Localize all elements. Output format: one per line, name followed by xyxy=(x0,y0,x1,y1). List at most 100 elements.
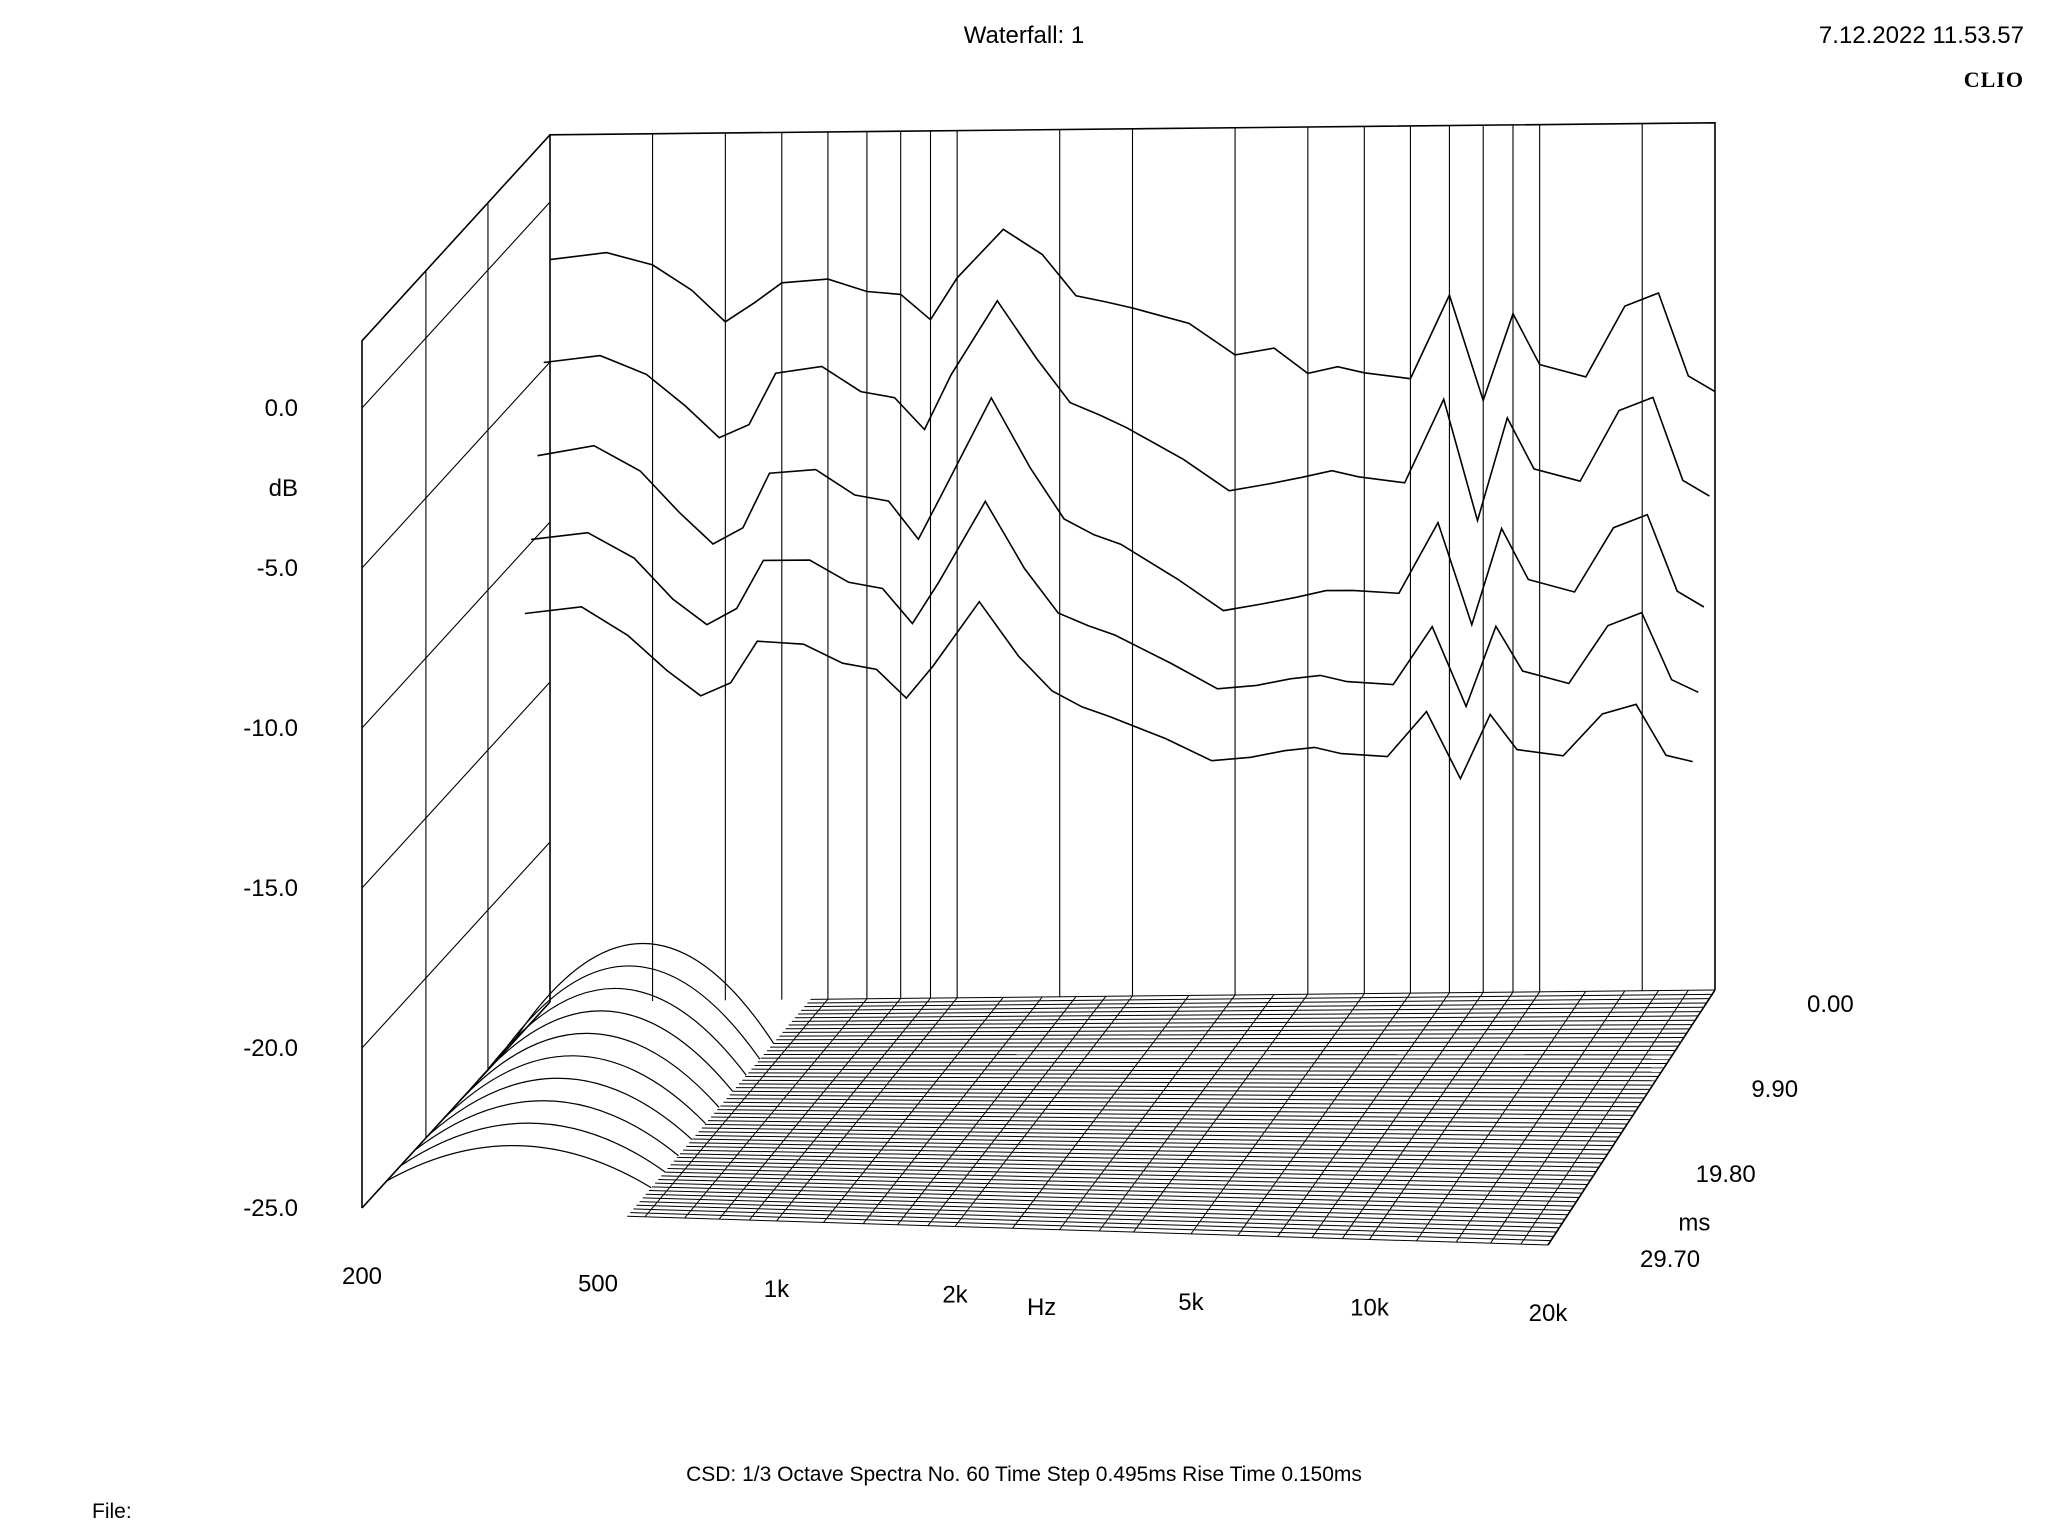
floor-time-line xyxy=(670,1164,1588,1185)
floor-time-line xyxy=(801,1002,1707,1011)
floor-time-line xyxy=(692,1138,1608,1155)
floor-time-line xyxy=(754,1065,1665,1069)
file-label: File: xyxy=(92,1500,132,1523)
floor-frequency-line xyxy=(718,998,902,1220)
z-axis-title: ms xyxy=(1678,1210,1710,1237)
decay-arc xyxy=(414,1100,679,1157)
x-tick-label: 1k xyxy=(764,1276,790,1303)
floor-time-line xyxy=(639,1201,1560,1229)
y-axis-title: dB xyxy=(269,475,298,502)
time-floor-grid xyxy=(627,989,1716,1246)
floor-frequency-line xyxy=(1133,993,1309,1233)
spectrum-curve xyxy=(537,396,1705,628)
y-tick-label: 0.0 xyxy=(265,395,298,422)
floor-time-line xyxy=(760,1057,1670,1060)
floor-time-line xyxy=(664,1171,1582,1194)
y-tick-label: -25.0 xyxy=(243,1195,298,1222)
plot-grid xyxy=(361,121,1716,1209)
floor-time-line xyxy=(810,989,1716,1000)
floor-frequency-line xyxy=(1520,989,1689,1245)
floor-time-line xyxy=(636,1204,1557,1233)
spectrum-curve xyxy=(543,299,1710,524)
floor-frequency-line xyxy=(1012,995,1190,1229)
z-tick-label: 19.80 xyxy=(1696,1161,1756,1188)
floor-time-line xyxy=(698,1131,1614,1147)
floor-time-line xyxy=(773,1041,1682,1044)
floor-frequency-line xyxy=(1341,991,1514,1239)
floor-time-line xyxy=(785,1024,1693,1030)
floor-frequency-line xyxy=(684,998,868,1219)
floor-frequency-line xyxy=(1237,992,1411,1236)
timestamp: 7.12.2022 11.53.57 xyxy=(1818,22,2024,49)
floor-time-line xyxy=(804,998,1710,1008)
floor-time-line xyxy=(630,1212,1551,1242)
floor-time-line xyxy=(807,993,1713,1004)
floor-time-line xyxy=(788,1019,1696,1026)
z-tick-label: 0.00 xyxy=(1807,991,1854,1018)
floor-time-line xyxy=(658,1179,1577,1203)
x-tick-label: 500 xyxy=(578,1270,618,1297)
x-tick-label: 200 xyxy=(342,1263,382,1290)
floor-frequency-line xyxy=(1277,992,1450,1237)
side-wall-gridline xyxy=(361,521,551,729)
spectrum-curve xyxy=(531,499,1699,709)
x-tick-label: 5k xyxy=(1178,1289,1204,1316)
floor-time-line xyxy=(701,1127,1616,1142)
floor-time-line xyxy=(770,1045,1679,1048)
right-floor-edge xyxy=(1547,989,1716,1246)
floor-frequency-line xyxy=(862,996,1043,1224)
floor-frequency-line xyxy=(1455,990,1626,1243)
measurement-settings: CSD: 1/3 Octave Spectra No. 60 Time Step… xyxy=(686,1463,1362,1486)
floor-frequency-line xyxy=(1369,991,1541,1240)
floor-time-line xyxy=(723,1101,1636,1112)
floor-frequency-line xyxy=(1190,993,1365,1235)
x-tick-label: 10k xyxy=(1350,1294,1390,1321)
floor-time-line xyxy=(726,1098,1639,1108)
floor-time-line xyxy=(757,1061,1667,1064)
y-tick-label: -5.0 xyxy=(257,555,298,582)
brand-logo: CLIO xyxy=(1963,67,2024,92)
floor-time-line xyxy=(679,1153,1597,1173)
decay-arc xyxy=(386,1145,652,1189)
spectrum-curve xyxy=(524,600,1693,781)
floor-time-line xyxy=(732,1090,1645,1099)
decay-arc xyxy=(497,965,761,1060)
floor-time-line xyxy=(729,1094,1642,1103)
floor-time-line xyxy=(689,1142,1605,1160)
floor-time-line xyxy=(742,1079,1653,1086)
floor-frequency-line xyxy=(1311,992,1484,1238)
floor-time-line xyxy=(704,1123,1619,1138)
decay-arc xyxy=(400,1122,666,1173)
floor-time-line xyxy=(627,1215,1549,1246)
floor-time-line xyxy=(794,1011,1701,1019)
axis-ticks: 0.0 -5.0 -10.0 -15.0 -20.0 -25.0 dB 200 500 1k 2k 5… xyxy=(243,395,1853,1327)
side-wall-gridline xyxy=(361,681,551,889)
y-tick-label: -15.0 xyxy=(243,875,298,902)
decay-arc xyxy=(511,943,774,1044)
floor-time-line xyxy=(798,1006,1704,1015)
spectrum-curve xyxy=(549,228,1716,403)
chart-title: Waterfall: 1 xyxy=(963,22,1085,49)
x-tick-label: 20k xyxy=(1529,1300,1569,1327)
decay-arc xyxy=(469,1010,734,1092)
floor-time-line xyxy=(782,1028,1690,1033)
floor-time-line xyxy=(645,1193,1565,1220)
floor-time-line xyxy=(748,1072,1659,1077)
floor-frequency-line xyxy=(927,995,1107,1226)
floor-frequency-line xyxy=(776,997,958,1222)
side-wall-gridline xyxy=(361,361,551,569)
decay-arc xyxy=(441,1055,706,1124)
side-wall-frame xyxy=(361,134,551,1208)
floor-frequency-line xyxy=(1098,994,1275,1232)
floor-time-line xyxy=(714,1112,1628,1125)
floor-time-line xyxy=(633,1208,1554,1237)
floor-time-line xyxy=(676,1156,1594,1177)
floor-time-line xyxy=(751,1068,1662,1073)
floor-frequency-line xyxy=(897,996,1077,1226)
floor-time-line xyxy=(683,1149,1599,1168)
floor-frequency-line xyxy=(1490,990,1659,1244)
floor-frequency-line xyxy=(644,998,829,1218)
floor-time-line xyxy=(661,1175,1580,1198)
side-wall-gridline xyxy=(361,1001,551,1209)
